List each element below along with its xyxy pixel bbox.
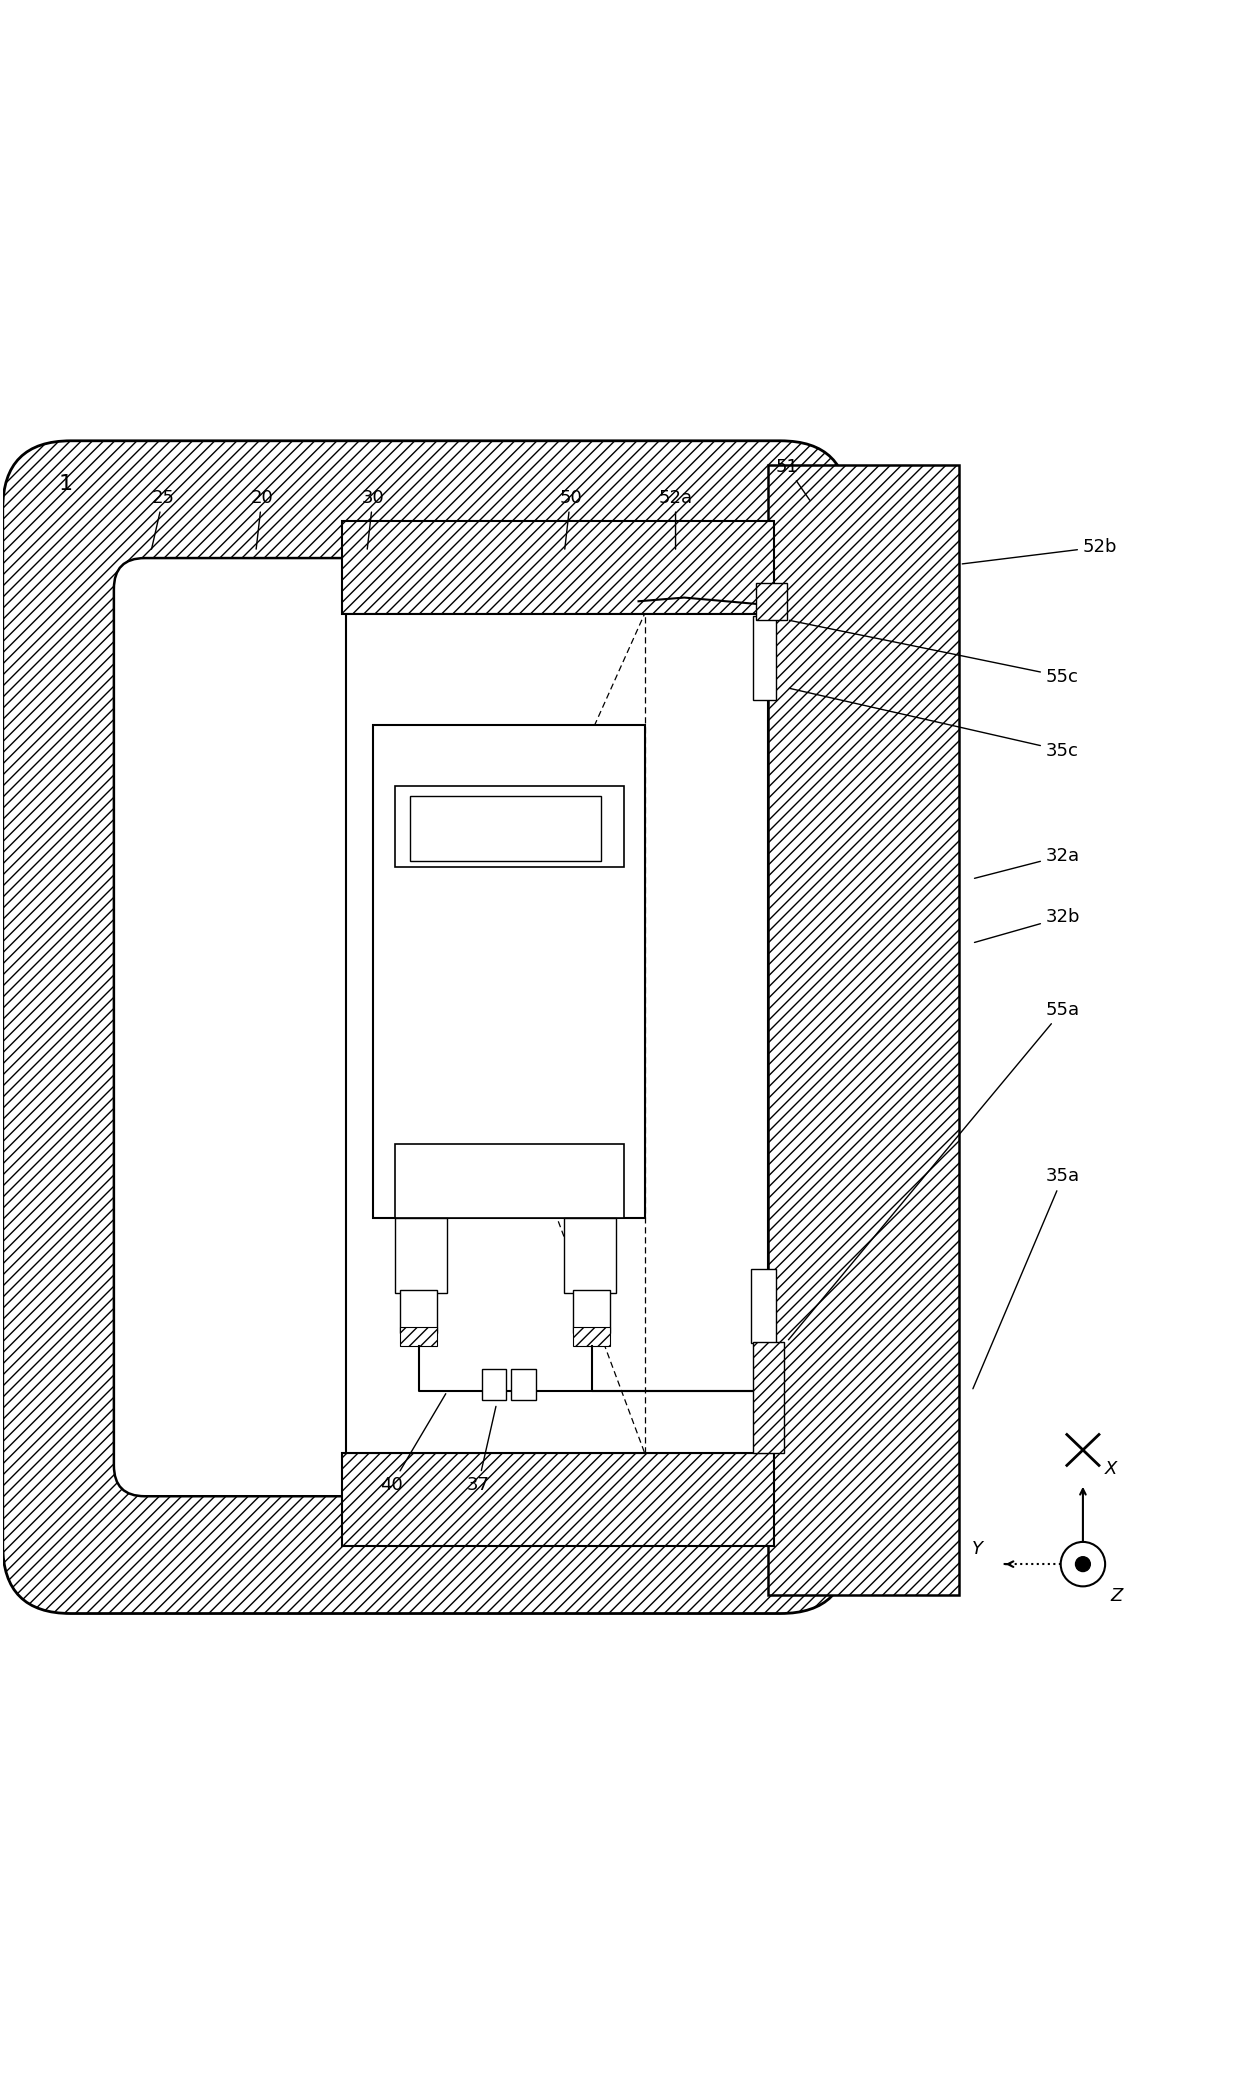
Bar bbox=[751, 1268, 775, 1343]
Bar bbox=[756, 582, 786, 620]
Bar bbox=[342, 522, 774, 613]
Bar bbox=[342, 1453, 774, 1545]
Text: 37: 37 bbox=[466, 1405, 496, 1495]
Bar bbox=[573, 1326, 610, 1345]
Bar bbox=[768, 466, 960, 1595]
Text: 52a: 52a bbox=[658, 489, 693, 549]
Text: 32b: 32b bbox=[975, 909, 1080, 942]
Bar bbox=[511, 1370, 536, 1399]
Bar bbox=[410, 796, 601, 861]
Bar bbox=[482, 1370, 506, 1399]
Bar bbox=[396, 1218, 448, 1293]
Text: 32a: 32a bbox=[975, 846, 1080, 877]
Text: 30: 30 bbox=[362, 489, 384, 549]
Text: 51: 51 bbox=[775, 457, 810, 501]
Text: 35a: 35a bbox=[973, 1168, 1080, 1389]
Text: 50: 50 bbox=[559, 489, 582, 549]
Bar bbox=[396, 786, 624, 867]
Bar bbox=[401, 1326, 438, 1345]
Text: Z: Z bbox=[1110, 1586, 1122, 1605]
Text: 40: 40 bbox=[381, 1393, 445, 1495]
FancyBboxPatch shape bbox=[2, 441, 848, 1613]
Bar bbox=[396, 1143, 624, 1218]
Text: 25: 25 bbox=[151, 489, 175, 549]
Circle shape bbox=[1075, 1557, 1090, 1572]
Text: 1: 1 bbox=[58, 474, 72, 495]
Text: 35c: 35c bbox=[790, 688, 1079, 759]
Bar bbox=[346, 613, 768, 1453]
Text: 55a: 55a bbox=[789, 1000, 1080, 1339]
Circle shape bbox=[1060, 1543, 1105, 1586]
Text: 20: 20 bbox=[250, 489, 273, 549]
Bar bbox=[564, 1218, 616, 1293]
Bar bbox=[754, 615, 775, 701]
Text: 55c: 55c bbox=[790, 620, 1079, 686]
Bar bbox=[401, 1291, 438, 1333]
Text: 52b: 52b bbox=[962, 538, 1117, 563]
Bar bbox=[573, 1291, 610, 1333]
Text: X: X bbox=[1105, 1459, 1117, 1478]
Text: Y: Y bbox=[972, 1541, 983, 1559]
FancyBboxPatch shape bbox=[114, 557, 738, 1497]
Bar bbox=[754, 1341, 784, 1453]
Bar bbox=[373, 726, 645, 1218]
